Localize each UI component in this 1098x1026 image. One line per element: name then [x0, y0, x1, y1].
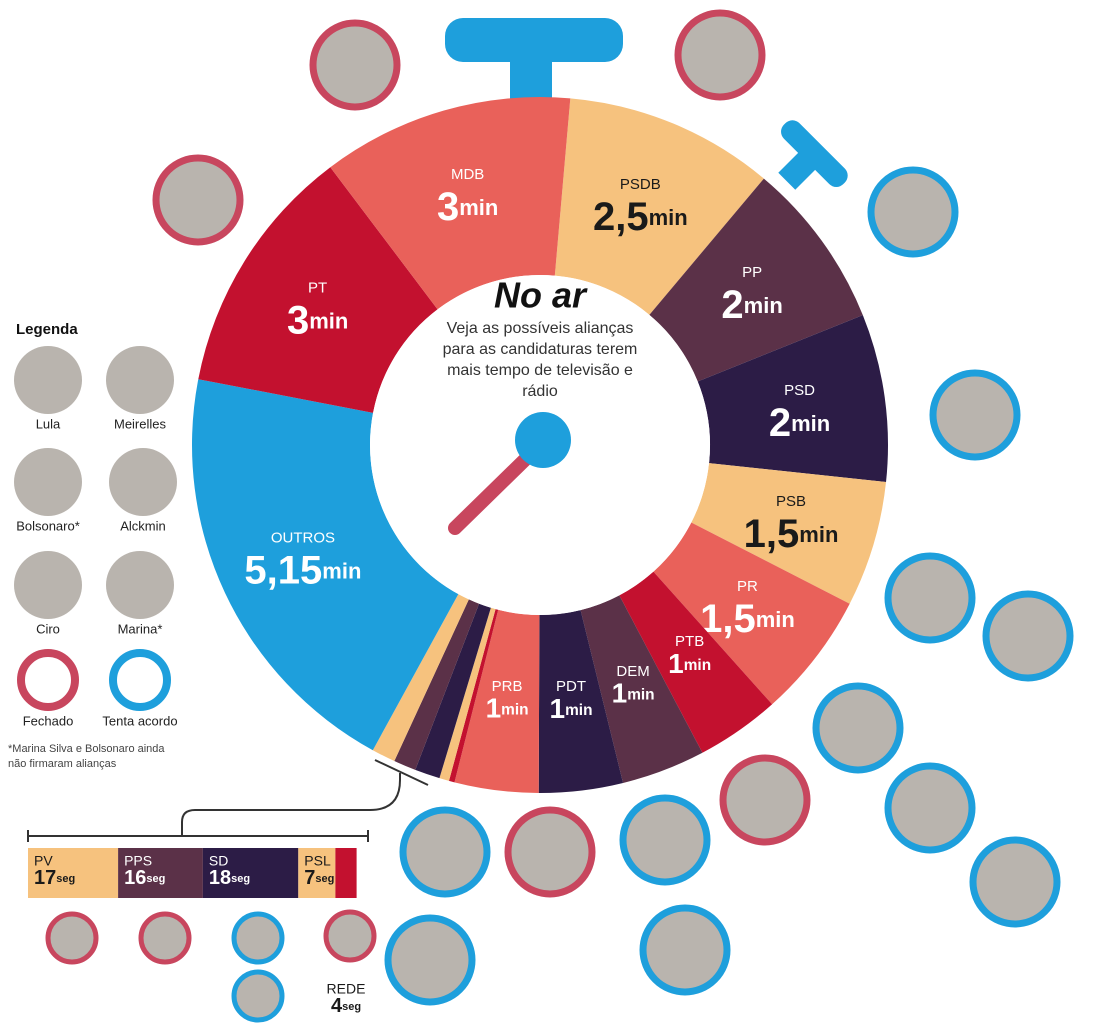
subtitle: Veja as possíveis alianças para as candi… — [430, 318, 650, 402]
segment-name: PP — [742, 264, 762, 281]
legend-note: *Marina Silva e Bolsonaro ainda não firm… — [8, 742, 178, 772]
legend-title: Legenda — [16, 321, 78, 338]
value-unit: min — [309, 308, 348, 333]
value-number: 2 — [769, 401, 791, 445]
legend-closed: Fechado — [23, 713, 74, 728]
chart: PSDB2,5minPP2minPSD2minPSB1,5minPR1,5min… — [0, 0, 1098, 1026]
photo — [156, 158, 240, 242]
hand-pivot — [515, 412, 571, 468]
photo — [141, 914, 189, 962]
legend-name: Lula — [36, 416, 61, 431]
legend-trying: Tenta acordo — [102, 713, 177, 728]
bracket — [28, 760, 428, 842]
value-unit: min — [756, 607, 795, 632]
title: No ar — [494, 275, 588, 316]
photo — [888, 766, 972, 850]
legend-name: Ciro — [36, 621, 60, 636]
trying-ring — [113, 653, 167, 707]
legend-photo — [106, 346, 174, 414]
photo — [816, 686, 900, 770]
value-unit: min — [799, 522, 838, 547]
photo — [888, 556, 972, 640]
segment-name: PSDB — [620, 176, 661, 193]
photo — [388, 918, 472, 1002]
legend-photo — [106, 551, 174, 619]
value-number: 3 — [287, 298, 309, 342]
page: PSDB2,5minPP2minPSD2minPSB1,5minPR1,5min… — [0, 0, 1098, 1026]
legend-name: Alckmin — [120, 518, 166, 533]
value-unit: min — [791, 411, 830, 436]
legend-photo — [14, 448, 82, 516]
value-unit: min — [322, 558, 361, 583]
photo — [403, 810, 487, 894]
value-unit: min — [501, 702, 528, 719]
photo — [48, 914, 96, 962]
value-unit: seg — [146, 873, 165, 885]
value-unit: seg — [56, 873, 75, 885]
value-number: 1 — [486, 693, 502, 724]
value-unit: seg — [231, 873, 250, 885]
photo — [871, 170, 955, 254]
legend-name: Bolsonaro* — [16, 518, 80, 533]
value-number: 18 — [209, 867, 231, 889]
segment-value: 4seg — [331, 995, 361, 1017]
photo — [234, 972, 282, 1020]
segment-name: PT — [308, 279, 327, 296]
value-number: 5,15 — [244, 548, 322, 592]
photo — [973, 840, 1057, 924]
bar-segment — [335, 848, 356, 898]
value-number: 3 — [437, 185, 459, 229]
value-unit: min — [684, 657, 711, 674]
photo — [986, 594, 1070, 678]
photo — [326, 912, 374, 960]
segment-name: OUTROS — [271, 530, 335, 547]
value-number: 1 — [612, 678, 628, 709]
value-number: 1 — [668, 648, 684, 679]
segment-name: PR — [737, 578, 758, 595]
segment-name: PSD — [784, 382, 815, 399]
value-unit: min — [649, 205, 688, 230]
value-number: 2,5 — [593, 195, 649, 239]
value-unit: seg — [315, 873, 334, 885]
value-unit: seg — [342, 1001, 361, 1013]
photo — [933, 373, 1017, 457]
segment-name: PSB — [776, 493, 806, 510]
legend-photo — [109, 448, 177, 516]
photo — [723, 758, 807, 842]
photo — [623, 798, 707, 882]
stopwatch-stem — [510, 60, 552, 100]
value-unit: min — [459, 195, 498, 220]
segment-name: MDB — [451, 166, 484, 183]
value-number: 1 — [550, 693, 566, 724]
closed-ring — [21, 653, 75, 707]
value-number: 17 — [34, 867, 56, 889]
legend-photo — [14, 551, 82, 619]
legend-photo — [14, 346, 82, 414]
value-unit: min — [565, 702, 592, 719]
photo — [678, 13, 762, 97]
value-number: 1,5 — [744, 512, 800, 556]
photo — [234, 914, 282, 962]
stopwatch-button — [445, 18, 623, 62]
value-unit: min — [744, 293, 783, 318]
value-number: 16 — [124, 867, 146, 889]
legend-name: Meirelles — [114, 416, 167, 431]
legend-name: Marina* — [118, 621, 163, 636]
value-number: 2 — [721, 283, 743, 327]
value-unit: min — [627, 687, 654, 704]
photo — [313, 23, 397, 107]
photo — [508, 810, 592, 894]
photo — [643, 908, 727, 992]
value-number: 7 — [304, 867, 315, 889]
